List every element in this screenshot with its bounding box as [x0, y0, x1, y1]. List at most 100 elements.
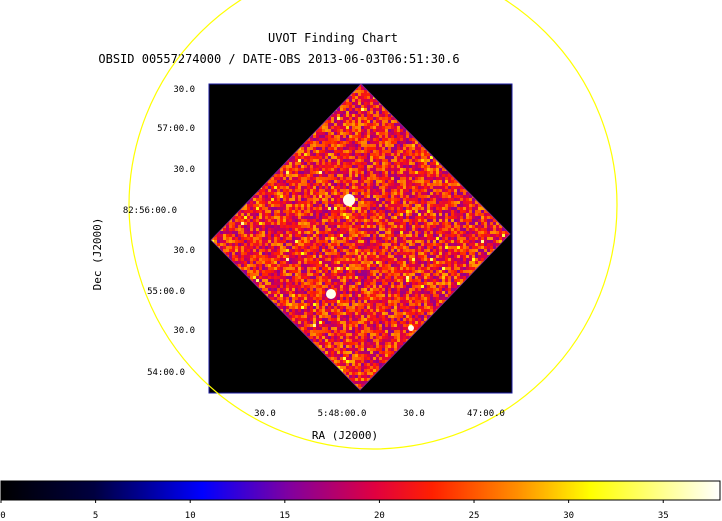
image-pixel [409, 150, 412, 153]
image-pixel [361, 117, 364, 120]
image-pixel [379, 135, 382, 138]
image-pixel [292, 201, 295, 204]
image-pixel [262, 216, 265, 219]
image-pixel [400, 216, 403, 219]
image-pixel [298, 162, 301, 165]
image-pixel [430, 156, 433, 159]
image-pixel [379, 108, 382, 111]
image-pixel [343, 231, 346, 234]
image-pixel [232, 219, 235, 222]
image-pixel [250, 222, 253, 225]
image-pixel [301, 228, 304, 231]
image-pixel [307, 228, 310, 231]
image-pixel [262, 204, 265, 207]
image-pixel [349, 108, 352, 111]
image-pixel [364, 150, 367, 153]
image-pixel [388, 192, 391, 195]
image-pixel [421, 156, 424, 159]
image-pixel [439, 177, 442, 180]
image-pixel [325, 210, 328, 213]
image-pixel [421, 189, 424, 192]
image-pixel [436, 183, 439, 186]
image-pixel [289, 183, 292, 186]
image-pixel [364, 225, 367, 228]
image-pixel [376, 141, 379, 144]
image-pixel [421, 198, 424, 201]
image-pixel [337, 186, 340, 189]
image-pixel [364, 171, 367, 174]
image-pixel [391, 195, 394, 198]
image-pixel [322, 207, 325, 210]
image-pixel [274, 204, 277, 207]
image-pixel [274, 192, 277, 195]
image-pixel [385, 174, 388, 177]
image-pixel [379, 141, 382, 144]
image-pixel [358, 210, 361, 213]
image-pixel [373, 132, 376, 135]
image-pixel [397, 213, 400, 216]
image-pixel [397, 138, 400, 141]
image-pixel [238, 213, 241, 216]
image-pixel [388, 123, 391, 126]
image-pixel [382, 108, 385, 111]
image-pixel [406, 153, 409, 156]
image-pixel [337, 198, 340, 201]
image-pixel [382, 168, 385, 171]
image-pixel [373, 111, 376, 114]
image-pixel [292, 189, 295, 192]
image-pixel [388, 228, 391, 231]
image-pixel [367, 210, 370, 213]
image-pixel [319, 186, 322, 189]
image-pixel [286, 168, 289, 171]
image-pixel [310, 138, 313, 141]
image-pixel [319, 219, 322, 222]
image-pixel [259, 210, 262, 213]
image-pixel [325, 180, 328, 183]
image-pixel [328, 228, 331, 231]
image-pixel [289, 219, 292, 222]
image-pixel [346, 117, 349, 120]
image-pixel [295, 177, 298, 180]
image-pixel [370, 129, 373, 132]
image-pixel [307, 144, 310, 147]
image-pixel [445, 216, 448, 219]
image-pixel [331, 159, 334, 162]
image-pixel [289, 168, 292, 171]
image-pixel [352, 144, 355, 147]
image-pixel [433, 201, 436, 204]
image-pixel [436, 210, 439, 213]
image-pixel [247, 225, 250, 228]
image-pixel [421, 204, 424, 207]
image-pixel [367, 198, 370, 201]
image-pixel [313, 174, 316, 177]
image-pixel [388, 174, 391, 177]
image-pixel [391, 138, 394, 141]
image-pixel [466, 192, 469, 195]
image-pixel [424, 216, 427, 219]
image-pixel [322, 141, 325, 144]
image-pixel [385, 210, 388, 213]
image-pixel [358, 162, 361, 165]
image-pixel [379, 153, 382, 156]
image-pixel [367, 222, 370, 225]
image-pixel [463, 192, 466, 195]
image-pixel [379, 201, 382, 204]
image-pixel [292, 207, 295, 210]
image-pixel [271, 210, 274, 213]
image-pixel [400, 147, 403, 150]
image-pixel [379, 213, 382, 216]
image-pixel [370, 165, 373, 168]
image-pixel [403, 192, 406, 195]
image-pixel [331, 165, 334, 168]
image-pixel [439, 207, 442, 210]
image-pixel [328, 156, 331, 159]
image-pixel [364, 177, 367, 180]
image-pixel [256, 222, 259, 225]
image-pixel [367, 225, 370, 228]
image-pixel [385, 162, 388, 165]
image-pixel [406, 228, 409, 231]
image-pixel [454, 210, 457, 213]
image-pixel [469, 216, 472, 219]
image-pixel [412, 165, 415, 168]
image-pixel [304, 183, 307, 186]
